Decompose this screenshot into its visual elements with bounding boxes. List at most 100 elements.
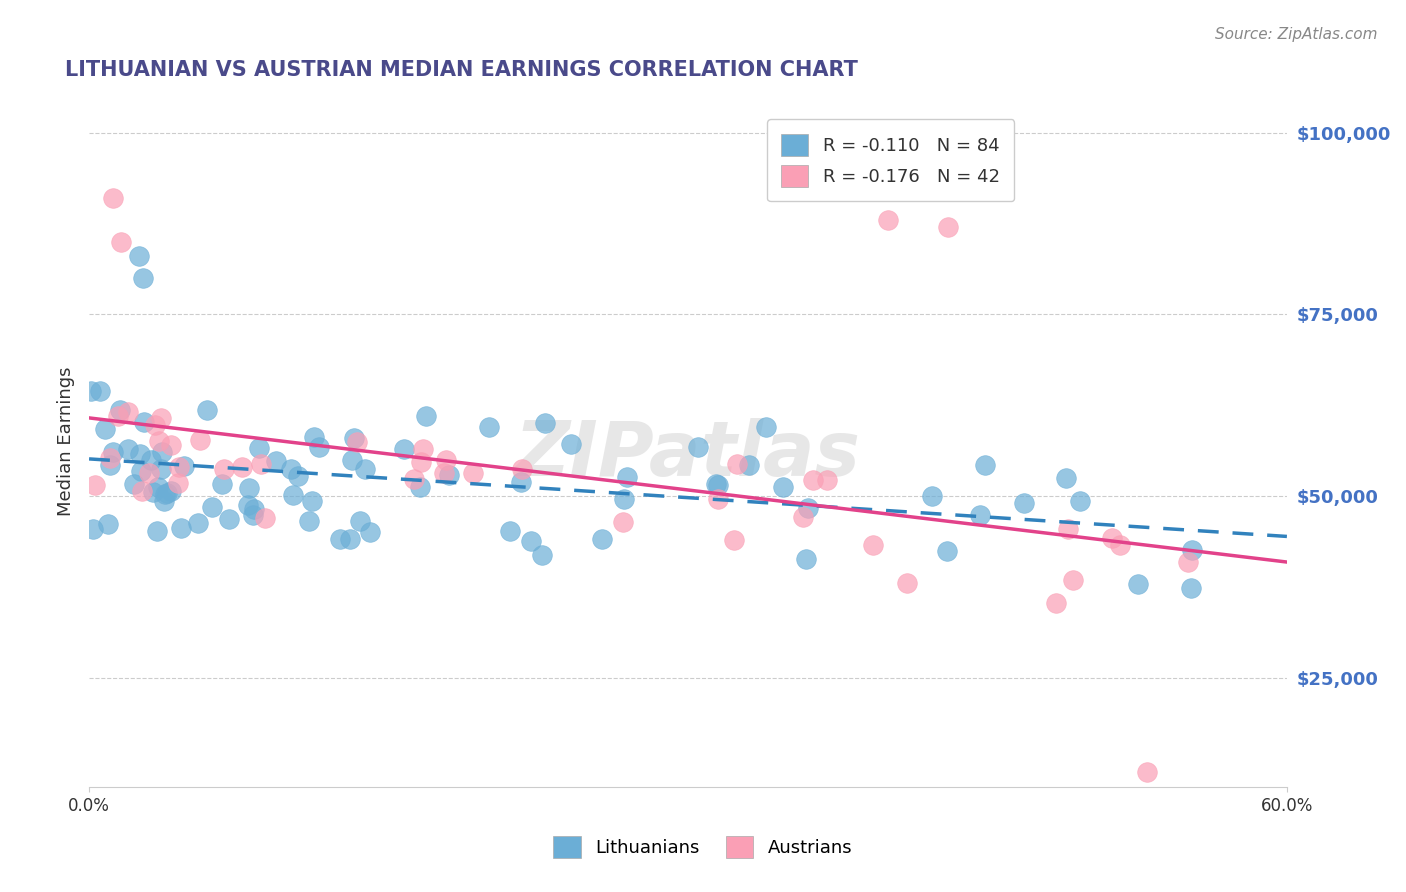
Point [1062, 573, 1084, 587]
Point [936, 220, 959, 235]
Point [1045, 596, 1067, 610]
Point [1012, 495, 1035, 509]
Point [969, 508, 991, 523]
Point [509, 475, 531, 490]
Point [974, 458, 997, 472]
Point [281, 487, 304, 501]
Point [129, 464, 152, 478]
Point [117, 442, 139, 457]
Point [343, 431, 366, 445]
Point [534, 417, 557, 431]
Point [1054, 470, 1077, 484]
Point [249, 457, 271, 471]
Text: Source: ZipAtlas.com: Source: ZipAtlas.com [1215, 27, 1378, 42]
Point [409, 480, 432, 494]
Point [354, 461, 377, 475]
Point [231, 459, 253, 474]
Point [159, 483, 181, 498]
Point [287, 468, 309, 483]
Point [139, 453, 162, 467]
Point [173, 458, 195, 473]
Point [82, 522, 104, 536]
Point [738, 458, 761, 473]
Point [412, 442, 434, 456]
Point [187, 516, 209, 530]
Point [612, 515, 634, 529]
Point [218, 511, 240, 525]
Point [591, 532, 613, 546]
Point [97, 517, 120, 532]
Y-axis label: Median Earnings: Median Earnings [58, 367, 75, 516]
Point [150, 445, 173, 459]
Point [792, 509, 814, 524]
Point [342, 453, 364, 467]
Point [862, 538, 884, 552]
Point [148, 434, 170, 449]
Point [107, 409, 129, 423]
Point [132, 271, 155, 285]
Point [921, 489, 943, 503]
Point [238, 481, 260, 495]
Point [280, 462, 302, 476]
Point [349, 514, 371, 528]
Point [392, 442, 415, 456]
Text: ZIPatlas: ZIPatlas [515, 418, 860, 492]
Point [1177, 555, 1199, 569]
Point [499, 524, 522, 539]
Point [794, 551, 817, 566]
Point [101, 191, 124, 205]
Point [124, 477, 146, 491]
Point [478, 419, 501, 434]
Point [409, 455, 432, 469]
Point [236, 498, 259, 512]
Point [128, 447, 150, 461]
Point [254, 511, 277, 525]
Point [243, 501, 266, 516]
Point [167, 476, 190, 491]
Point [437, 467, 460, 482]
Point [150, 410, 173, 425]
Point [530, 548, 553, 562]
Point [560, 436, 582, 450]
Point [1136, 765, 1159, 780]
Point [149, 462, 172, 476]
Point [131, 483, 153, 498]
Point [108, 403, 131, 417]
Legend: R = -0.110   N = 84, R = -0.176   N = 42: R = -0.110 N = 84, R = -0.176 N = 42 [766, 120, 1014, 202]
Legend: Lithuanians, Austrians: Lithuanians, Austrians [546, 829, 860, 865]
Point [110, 235, 132, 249]
Point [1128, 577, 1150, 591]
Point [155, 487, 177, 501]
Point [142, 484, 165, 499]
Point [754, 420, 776, 434]
Point [188, 434, 211, 448]
Point [100, 458, 122, 472]
Point [201, 500, 224, 515]
Point [301, 494, 323, 508]
Point [195, 403, 218, 417]
Point [328, 532, 350, 546]
Point [1057, 523, 1080, 537]
Point [432, 467, 454, 481]
Point [402, 472, 425, 486]
Point [896, 576, 918, 591]
Point [520, 534, 543, 549]
Point [160, 437, 183, 451]
Point [242, 508, 264, 523]
Point [308, 440, 330, 454]
Point [876, 213, 898, 227]
Point [817, 474, 839, 488]
Point [170, 520, 193, 534]
Point [80, 384, 103, 398]
Point [616, 470, 638, 484]
Point [434, 453, 457, 467]
Point [801, 473, 824, 487]
Point [796, 501, 818, 516]
Point [725, 458, 748, 472]
Point [138, 466, 160, 480]
Point [1069, 494, 1091, 508]
Point [146, 524, 169, 538]
Point [359, 525, 381, 540]
Point [772, 480, 794, 494]
Point [339, 533, 361, 547]
